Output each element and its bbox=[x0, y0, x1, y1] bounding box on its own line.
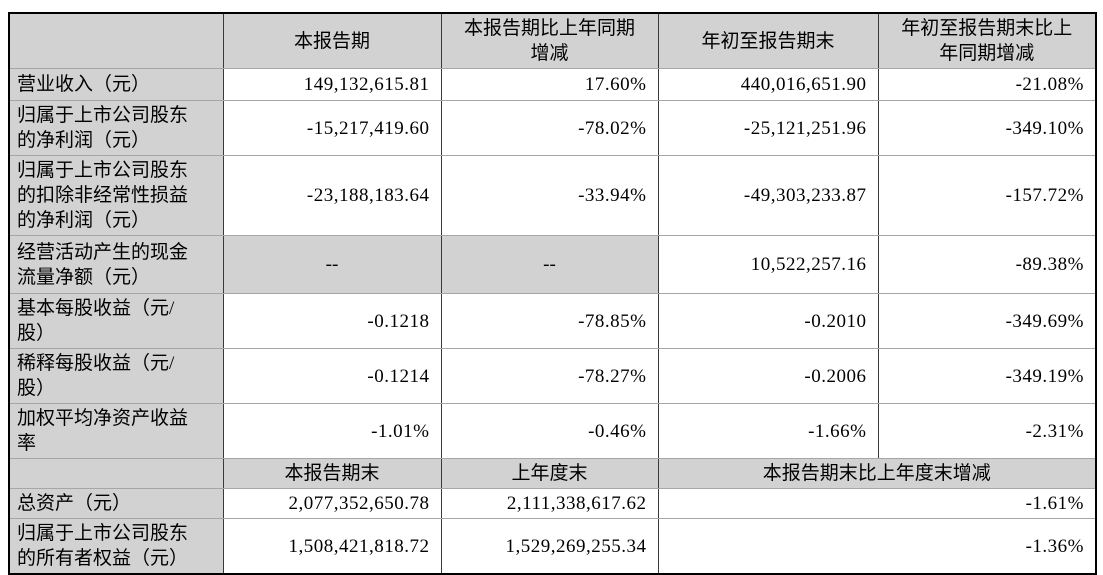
row-net-profit: 归属于上市公司股东 的净利润（元） -15,217,419.60 -78.02%… bbox=[8, 100, 1097, 156]
row-basic-eps: 基本每股收益（元/ 股） -0.1218 -78.85% -0.2010 -34… bbox=[8, 293, 1097, 349]
value-cell: -21.08% bbox=[877, 68, 1097, 101]
row-operating-revenue: 营业收入（元） 149,132,615.81 17.60% 440,016,65… bbox=[8, 68, 1097, 101]
row-label: 经营活动产生的现金 流量净额（元） bbox=[8, 235, 224, 294]
value-cell: 149,132,615.81 bbox=[222, 68, 442, 101]
row-diluted-eps: 稀释每股收益（元/ 股） -0.1214 -78.27% -0.2006 -34… bbox=[8, 348, 1097, 404]
value-cell: -1.61% bbox=[657, 488, 1097, 519]
row-label: 总资产（元） bbox=[8, 488, 224, 519]
header-current-period-yoy-change: 本报告期比上年同期 增减 bbox=[440, 12, 659, 69]
row-label: 归属于上市公司股东 的净利润（元） bbox=[8, 100, 224, 156]
value-cell: -25,121,251.96 bbox=[657, 100, 879, 156]
header-end-of-last-year: 上年度末 bbox=[440, 458, 659, 489]
header-corner-cell bbox=[8, 458, 224, 489]
value-cell: -349.10% bbox=[877, 100, 1097, 156]
row-label: 归属于上市公司股东 的扣除非经常性损益 的净利润（元） bbox=[8, 155, 224, 236]
value-cell: 1,529,269,255.34 bbox=[440, 518, 659, 575]
value-cell: -49,303,233.87 bbox=[657, 155, 879, 236]
value-cell: -78.85% bbox=[440, 293, 659, 349]
value-cell: -1.36% bbox=[657, 518, 1097, 575]
value-cell: -0.1218 bbox=[222, 293, 442, 349]
row-equity-attributable: 归属于上市公司股东 的所有者权益（元） 1,508,421,818.72 1,5… bbox=[8, 518, 1097, 575]
value-cell: 10,522,257.16 bbox=[657, 235, 879, 294]
value-cell: -349.69% bbox=[877, 293, 1097, 349]
header-corner-cell bbox=[8, 12, 224, 69]
value-cell: -33.94% bbox=[440, 155, 659, 236]
value-cell: -0.2006 bbox=[657, 348, 879, 404]
header-current-period: 本报告期 bbox=[222, 12, 442, 69]
value-cell: 440,016,651.90 bbox=[657, 68, 879, 101]
value-cell: -1.66% bbox=[657, 403, 879, 459]
row-label: 归属于上市公司股东 的所有者权益（元） bbox=[8, 518, 224, 575]
row-label: 稀释每股收益（元/ 股） bbox=[8, 348, 224, 404]
value-cell-na: -- bbox=[222, 235, 442, 294]
row-label: 基本每股收益（元/ 股） bbox=[8, 293, 224, 349]
value-cell: -23,188,183.64 bbox=[222, 155, 442, 236]
row-operating-cash-flow: 经营活动产生的现金 流量净额（元） -- -- 10,522,257.16 -8… bbox=[8, 235, 1097, 294]
row-label: 加权平均净资产收益 率 bbox=[8, 403, 224, 459]
header-row-period-end: 本报告期末 上年度末 本报告期末比上年度末增减 bbox=[8, 458, 1097, 489]
row-net-profit-excl-nonrecurring: 归属于上市公司股东 的扣除非经常性损益 的净利润（元） -23,188,183.… bbox=[8, 155, 1097, 236]
header-change-vs-last-year-end: 本报告期末比上年度末增减 bbox=[657, 458, 1097, 489]
value-cell: -15,217,419.60 bbox=[222, 100, 442, 156]
value-cell: -78.27% bbox=[440, 348, 659, 404]
value-cell: -157.72% bbox=[877, 155, 1097, 236]
value-cell: -0.2010 bbox=[657, 293, 879, 349]
header-row-period: 本报告期 本报告期比上年同期 增减 年初至报告期末 年初至报告期末比上 年同期增… bbox=[8, 12, 1097, 69]
value-cell: -1.01% bbox=[222, 403, 442, 459]
value-cell: -2.31% bbox=[877, 403, 1097, 459]
value-cell: -0.46% bbox=[440, 403, 659, 459]
value-cell: 1,508,421,818.72 bbox=[222, 518, 442, 575]
value-cell: -89.38% bbox=[877, 235, 1097, 294]
value-cell: 2,077,352,650.78 bbox=[222, 488, 442, 519]
row-total-assets: 总资产（元） 2,077,352,650.78 2,111,338,617.62… bbox=[8, 488, 1097, 519]
value-cell: 17.60% bbox=[440, 68, 659, 101]
financial-summary-table: 本报告期 本报告期比上年同期 增减 年初至报告期末 年初至报告期末比上 年同期增… bbox=[8, 12, 1097, 575]
value-cell: -78.02% bbox=[440, 100, 659, 156]
value-cell: -349.19% bbox=[877, 348, 1097, 404]
header-ytd-yoy-change: 年初至报告期末比上 年同期增减 bbox=[877, 12, 1097, 69]
row-weighted-avg-roe: 加权平均净资产收益 率 -1.01% -0.46% -1.66% -2.31% bbox=[8, 403, 1097, 459]
header-end-of-current-period: 本报告期末 bbox=[222, 458, 442, 489]
value-cell-na: -- bbox=[440, 235, 659, 294]
value-cell: -0.1214 bbox=[222, 348, 442, 404]
header-year-to-date: 年初至报告期末 bbox=[657, 12, 879, 69]
value-cell: 2,111,338,617.62 bbox=[440, 488, 659, 519]
row-label: 营业收入（元） bbox=[8, 68, 224, 101]
